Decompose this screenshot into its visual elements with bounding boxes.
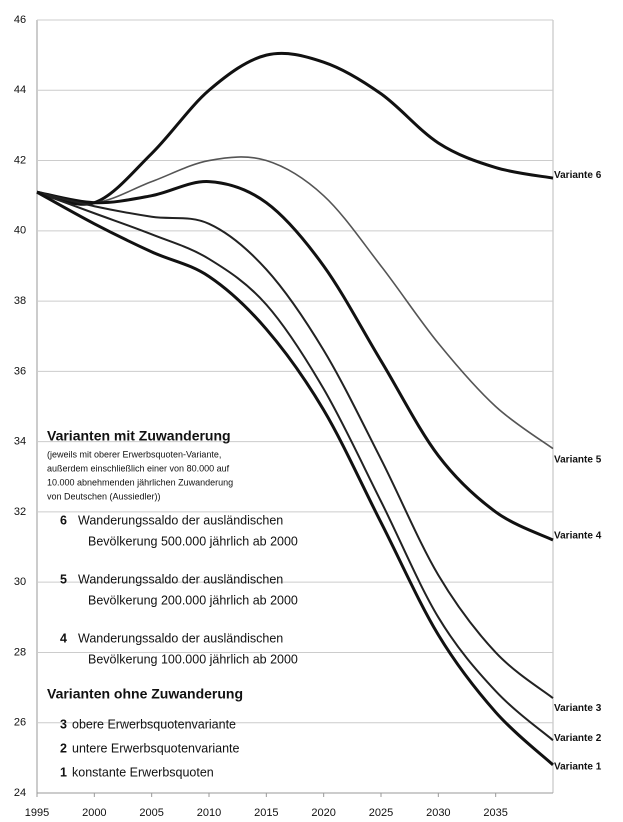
- x-tick-label: 1995: [25, 807, 49, 819]
- legend-number: 2: [60, 741, 67, 755]
- x-tick-label: 2000: [82, 807, 106, 819]
- series-label: Variante 3: [554, 703, 602, 714]
- series-label: Variante 5: [554, 454, 602, 465]
- series-line: [36, 191, 554, 742]
- legend-text: Wanderungssaldo der ausländischen: [78, 631, 283, 645]
- x-tick-label: 2035: [483, 807, 507, 819]
- series-line: [36, 156, 554, 450]
- x-tick-label: 2020: [311, 807, 335, 819]
- x-tick-label: 2030: [426, 807, 450, 819]
- legend-text: Wanderungssaldo der ausländischen: [78, 572, 283, 586]
- legend-text: konstante Erwerbsquoten: [72, 765, 214, 779]
- legend-number: 6: [60, 513, 67, 527]
- legend-note: 10.000 abnehmenden jährlichen Zuwanderun…: [47, 477, 233, 487]
- legend-note: außerdem einschließlich einer von 80.000…: [47, 463, 230, 473]
- legend-number: 4: [60, 631, 67, 645]
- legend-text: obere Erwerbsquotenvariante: [72, 717, 236, 731]
- x-tick-label: 2010: [197, 807, 221, 819]
- x-tick-label: 2025: [369, 807, 393, 819]
- legend-text: untere Erwerbsquotenvariante: [72, 741, 240, 755]
- y-tick-label: 26: [14, 717, 26, 729]
- legend-text: Bevölkerung 200.000 jährlich ab 2000: [88, 593, 298, 607]
- y-tick-label: 24: [14, 787, 26, 799]
- series-label: Variante 4: [554, 531, 602, 542]
- legend-note: (jeweils mit oberer Erwerbsquoten-Varian…: [47, 449, 221, 459]
- x-tick-label: 2015: [254, 807, 278, 819]
- series-line: [36, 180, 554, 542]
- legend-heading: Varianten mit Zuwanderung: [47, 428, 231, 444]
- legend-note: von Deutschen (Aussiedler)): [47, 491, 161, 501]
- y-tick-label: 28: [14, 646, 26, 658]
- legend-number: 5: [60, 572, 67, 586]
- y-tick-label: 42: [14, 154, 26, 166]
- legend-text: Bevölkerung 100.000 jährlich ab 2000: [88, 652, 298, 666]
- legend-text: Bevölkerung 500.000 jährlich ab 2000: [88, 534, 298, 548]
- legend-number: 3: [60, 717, 67, 731]
- y-tick-label: 46: [14, 14, 26, 26]
- y-tick-label: 36: [14, 365, 26, 377]
- legend-number: 1: [60, 765, 67, 779]
- y-tick-label: 40: [14, 225, 26, 237]
- legend-heading: Varianten ohne Zuwanderung: [47, 686, 243, 702]
- y-tick-label: 38: [14, 295, 26, 307]
- series-label: Variante 1: [554, 762, 602, 773]
- y-tick-label: 32: [14, 506, 26, 518]
- y-tick-label: 44: [14, 84, 26, 96]
- series-line: [36, 191, 554, 699]
- y-tick-label: 30: [14, 576, 26, 588]
- series-line: [36, 51, 554, 206]
- series-label: Variante 2: [554, 733, 602, 744]
- y-tick-label: 34: [14, 436, 26, 448]
- legend-text: Wanderungssaldo der ausländischen: [78, 513, 283, 527]
- series-label: Variante 6: [554, 170, 602, 181]
- series-line: [36, 190, 555, 766]
- x-tick-label: 2005: [139, 807, 163, 819]
